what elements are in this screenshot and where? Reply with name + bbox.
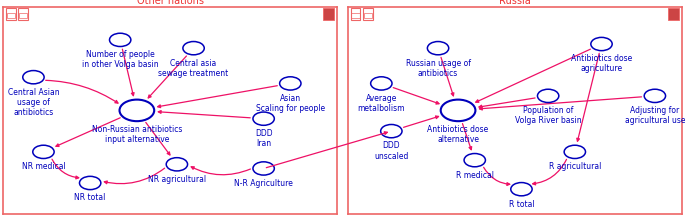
Text: Adjusting for
agricultural use: Adjusting for agricultural use bbox=[625, 106, 685, 125]
Text: R medical: R medical bbox=[456, 171, 494, 180]
Circle shape bbox=[644, 89, 666, 103]
Text: Asian
Scaling for people: Asian Scaling for people bbox=[256, 94, 325, 113]
FancyArrowPatch shape bbox=[577, 53, 599, 141]
Circle shape bbox=[183, 41, 204, 55]
FancyArrowPatch shape bbox=[158, 111, 250, 118]
Text: N-R Agriculture: N-R Agriculture bbox=[234, 179, 293, 188]
Circle shape bbox=[33, 145, 54, 159]
Text: DDD
unscaled: DDD unscaled bbox=[374, 141, 408, 161]
FancyArrowPatch shape bbox=[123, 49, 134, 96]
FancyArrowPatch shape bbox=[191, 167, 251, 175]
Circle shape bbox=[166, 158, 188, 171]
Circle shape bbox=[440, 100, 475, 121]
FancyArrowPatch shape bbox=[476, 49, 590, 102]
Circle shape bbox=[253, 162, 274, 175]
Title: Russia: Russia bbox=[499, 0, 531, 6]
Text: Population of
Volga River basin: Population of Volga River basin bbox=[515, 106, 582, 125]
Circle shape bbox=[23, 70, 44, 84]
Text: NR agricultural: NR agricultural bbox=[148, 175, 206, 184]
Circle shape bbox=[371, 77, 392, 90]
Text: Number of people
in other Volga basin: Number of people in other Volga basin bbox=[82, 50, 158, 69]
Circle shape bbox=[427, 41, 449, 55]
FancyArrowPatch shape bbox=[148, 56, 186, 98]
Circle shape bbox=[511, 183, 532, 196]
Circle shape bbox=[591, 37, 612, 51]
FancyArrowPatch shape bbox=[46, 80, 118, 103]
Text: Average
metalbolism: Average metalbolism bbox=[358, 94, 405, 113]
FancyArrowPatch shape bbox=[393, 88, 439, 104]
Circle shape bbox=[119, 100, 154, 121]
Title: Other nations: Other nations bbox=[137, 0, 203, 6]
Circle shape bbox=[464, 153, 486, 167]
FancyArrowPatch shape bbox=[462, 124, 472, 150]
Text: Russian usage of
antibiotics: Russian usage of antibiotics bbox=[406, 58, 471, 78]
Circle shape bbox=[564, 145, 586, 159]
Text: Antibiotics dose
alternative: Antibiotics dose alternative bbox=[427, 125, 488, 144]
Text: R total: R total bbox=[509, 200, 534, 209]
Circle shape bbox=[538, 89, 559, 103]
Text: DDD
Iran: DDD Iran bbox=[255, 129, 273, 148]
Text: R agricultural: R agricultural bbox=[549, 162, 601, 171]
FancyArrowPatch shape bbox=[479, 97, 642, 110]
FancyArrowPatch shape bbox=[484, 167, 510, 186]
FancyArrowPatch shape bbox=[104, 168, 164, 184]
Text: Antibiotics dose
agriculture: Antibiotics dose agriculture bbox=[571, 54, 632, 73]
FancyArrowPatch shape bbox=[158, 86, 277, 108]
Text: NR medical: NR medical bbox=[22, 162, 65, 171]
FancyArrowPatch shape bbox=[52, 159, 79, 179]
Text: Central Asian
usage of
antibiotics: Central Asian usage of antibiotics bbox=[8, 88, 60, 117]
FancyArrowPatch shape bbox=[56, 118, 120, 147]
Circle shape bbox=[381, 124, 402, 138]
Text: NR total: NR total bbox=[75, 193, 106, 202]
Circle shape bbox=[110, 33, 131, 47]
FancyArrowPatch shape bbox=[441, 57, 454, 96]
Circle shape bbox=[79, 176, 101, 190]
Text: Non-Russian antibiotics
input alternative: Non-Russian antibiotics input alternativ… bbox=[92, 125, 182, 144]
Text: Central asia
sewage treatment: Central asia sewage treatment bbox=[158, 58, 229, 78]
FancyArrowPatch shape bbox=[533, 159, 566, 185]
FancyArrowPatch shape bbox=[479, 98, 535, 108]
Circle shape bbox=[253, 112, 274, 125]
FancyArrowPatch shape bbox=[403, 116, 438, 127]
FancyArrowPatch shape bbox=[146, 122, 170, 155]
Circle shape bbox=[279, 77, 301, 90]
